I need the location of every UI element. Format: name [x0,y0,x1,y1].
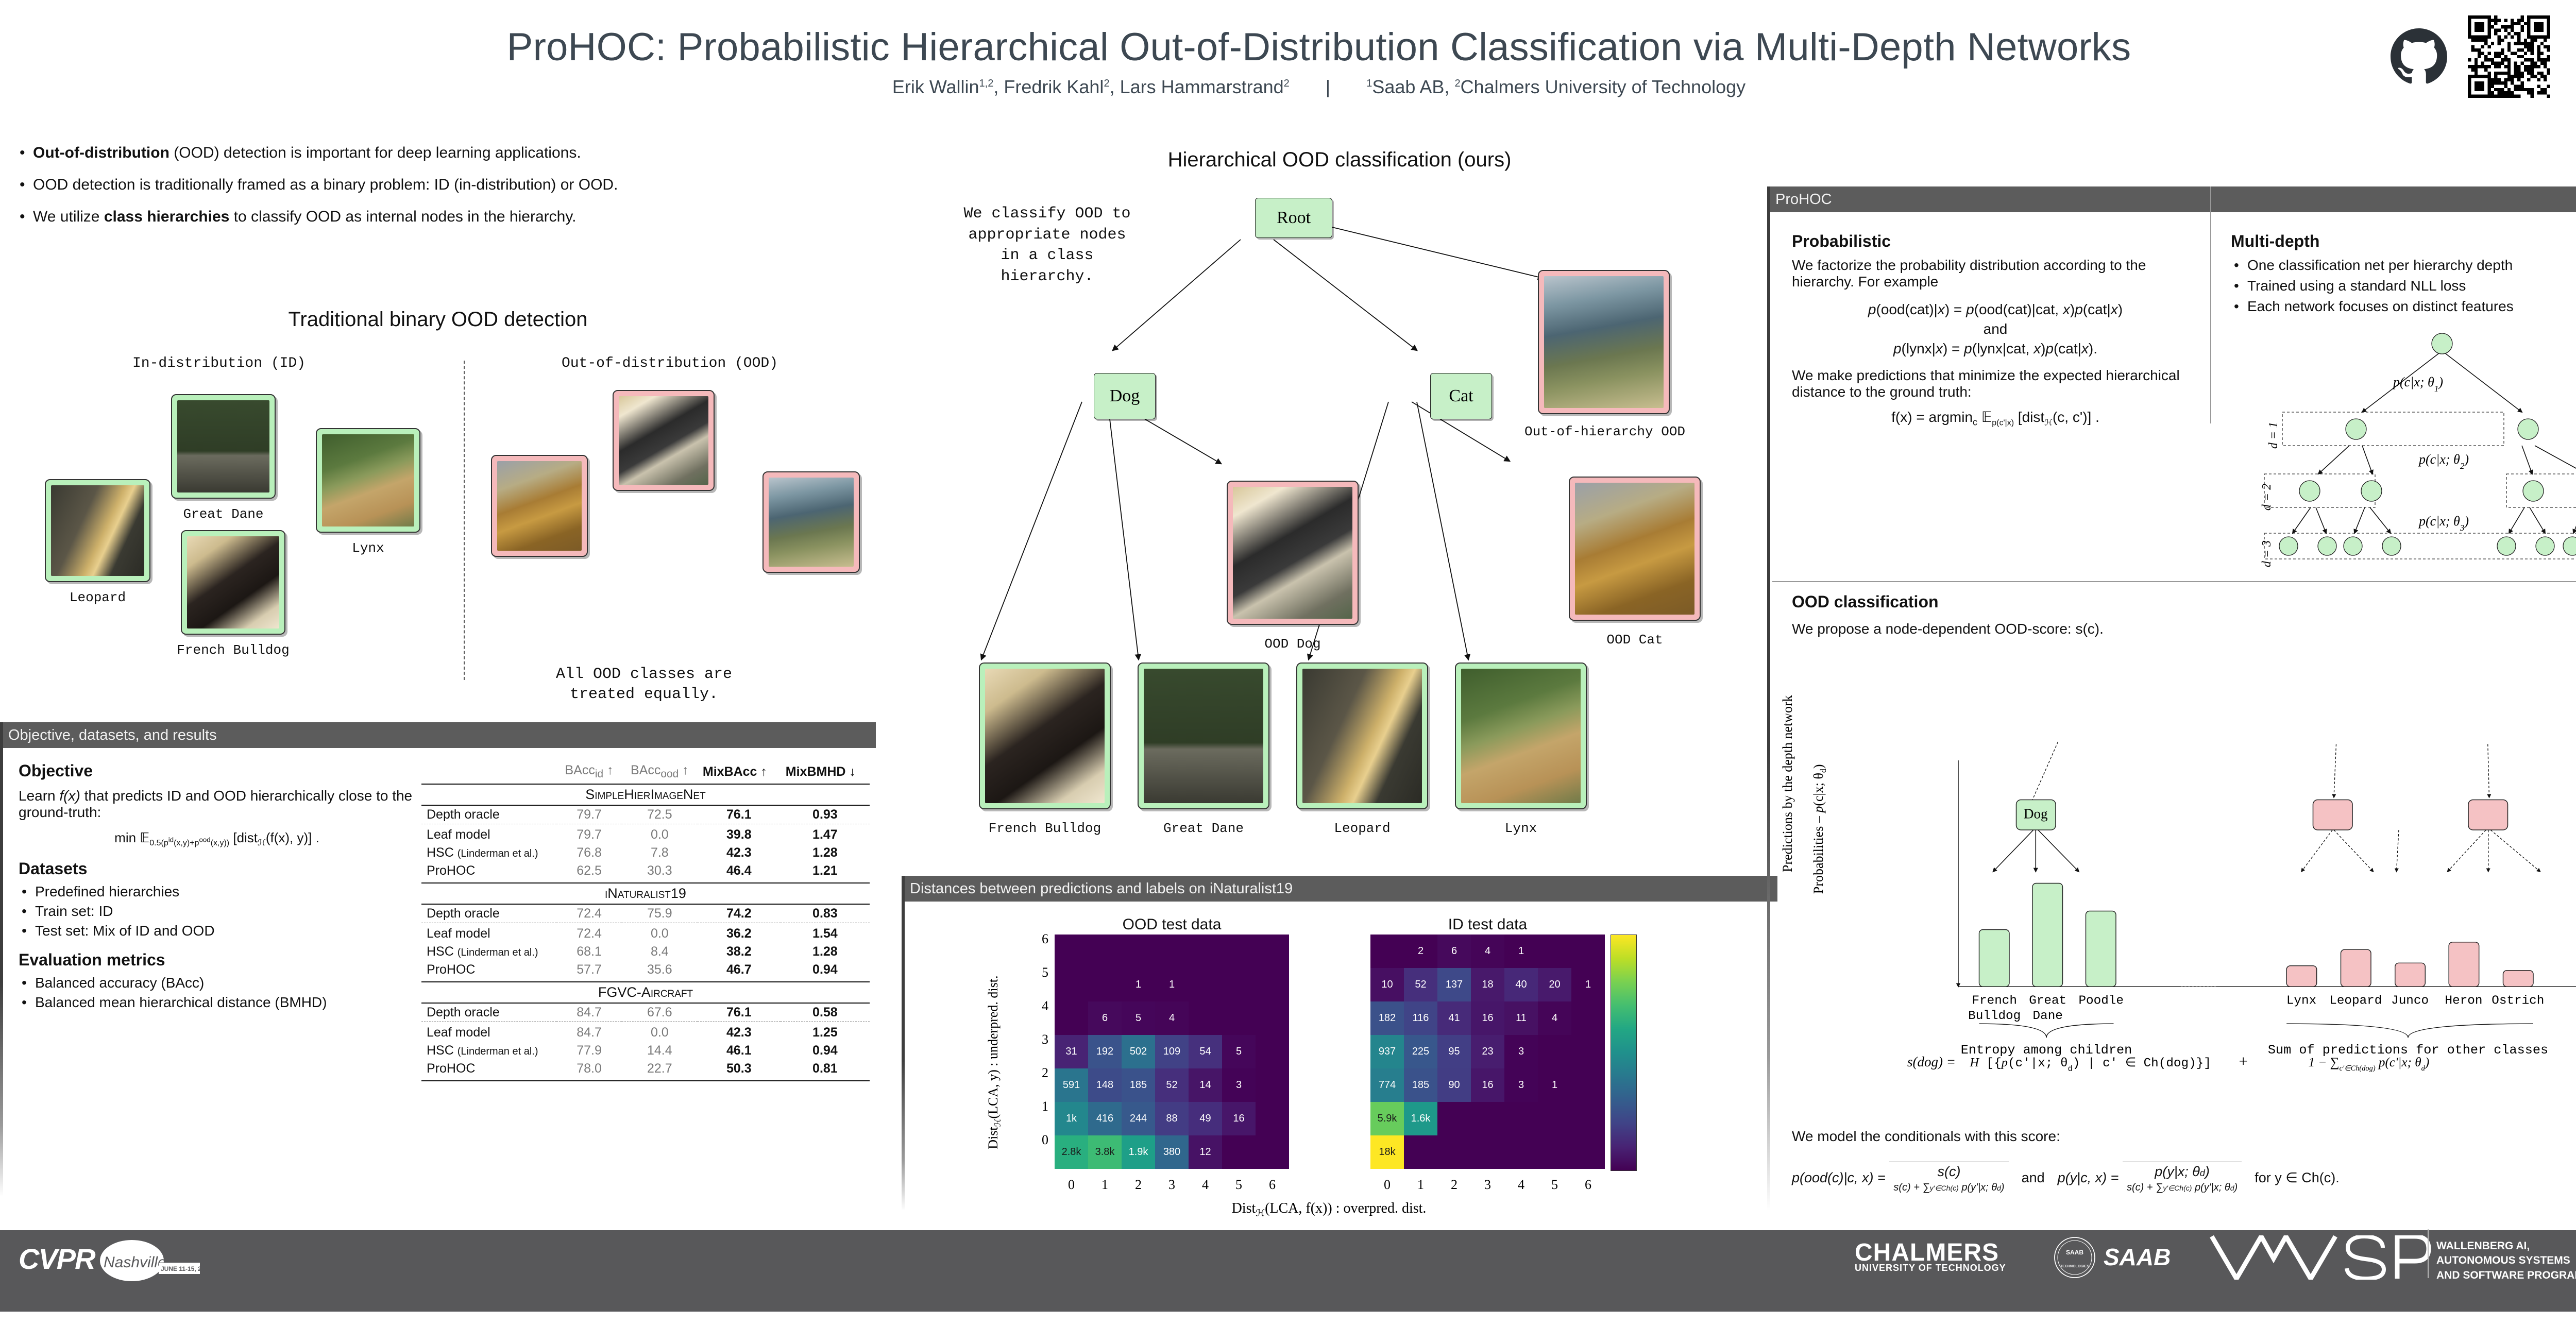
svg-text:s(dog) =: s(dog) = [1907,1054,1956,1069]
svg-text:Ostrich: Ostrich [2492,994,2544,1008]
svg-text:Leopard: Leopard [2329,994,2382,1008]
svg-text:d = 3: d = 3 [2260,540,2274,567]
svg-text:Poodle: Poodle [2078,994,2123,1008]
svg-text:Bulldog: Bulldog [1968,1009,2021,1023]
svg-text:Great: Great [2029,994,2066,1008]
svg-text:H [{p(c'|x; θd) | c' ∈ Ch(dog): H [{p(c'|x; θd) | c' ∈ Ch(dog)}] [1970,1056,2211,1074]
svg-text:Heron: Heron [2445,994,2483,1008]
svg-text:JUNE 11-15, 2025: JUNE 11-15, 2025 [161,1265,212,1272]
svg-text:Lynx: Lynx [2286,994,2316,1008]
svg-text:French: French [1972,994,2016,1008]
svg-text:+: + [2239,1052,2248,1070]
svg-text:TECHNOLOGIES: TECHNOLOGIES [2060,1265,2089,1268]
svg-text:Dog: Dog [2024,806,2048,822]
svg-text:p(c|x; θ1): p(c|x; θ1) [2392,375,2443,394]
svg-text:p(c|x; θ2): p(c|x; θ2) [2418,452,2469,471]
svg-text:CVPR: CVPR [19,1243,96,1275]
svg-text:d = 2: d = 2 [2260,484,2274,511]
svg-text:Nashville: Nashville [104,1254,166,1271]
svg-text:d = 1: d = 1 [2267,422,2280,449]
svg-text:1 − ∑c'∈Ch(dog) p(c'|x; θd): 1 − ∑c'∈Ch(dog) p(c'|x; θd) [2309,1056,2430,1073]
svg-text:Dane: Dane [2033,1009,2063,1023]
svg-text:SAAB: SAAB [2066,1249,2083,1256]
svg-text:Junco: Junco [2391,994,2429,1008]
svg-text:p(c|x; θ3): p(c|x; θ3) [2418,514,2469,533]
svg-text:Entropy among children: Entropy among children [1961,1043,2132,1058]
